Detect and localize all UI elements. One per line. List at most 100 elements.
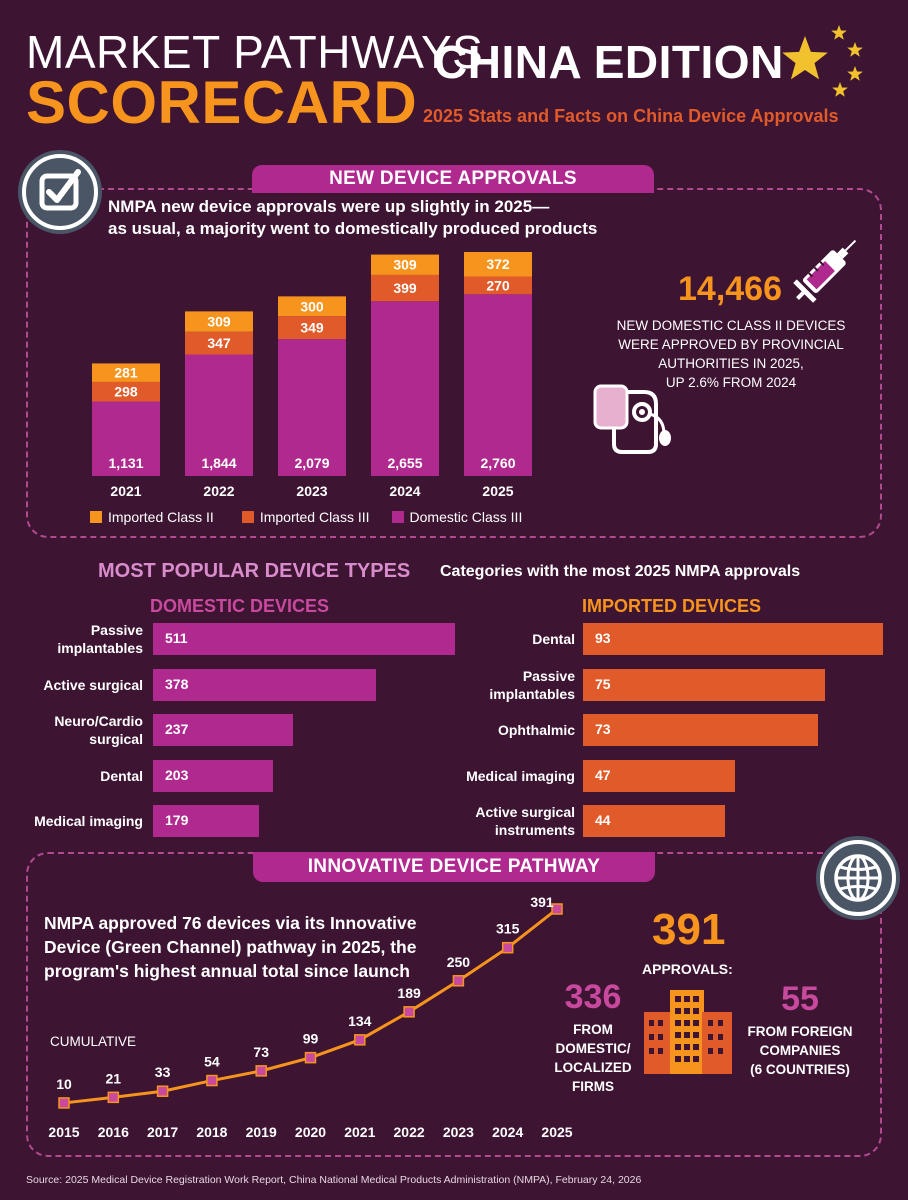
syringe-icon — [793, 239, 857, 303]
bar-label-2025-domestic-class-iii: 2,760 — [480, 455, 515, 471]
edition-title: CHINA EDITION — [434, 36, 784, 88]
bar-2025-imported-class-iii — [464, 276, 532, 295]
domestic-class-ii-description: NEW DOMESTIC CLASS II DEVICES WERE APPRO… — [606, 316, 856, 392]
domestic-class-ii-stat: 14,466 — [678, 270, 782, 308]
innovative-lead-line1: NMPA approved 76 devices via its Innovat… — [44, 913, 417, 933]
bar-2021-domestic-class-iii — [92, 401, 160, 476]
domestic-bar: 378 — [153, 668, 377, 701]
domestic-bar-value: 378 — [165, 675, 189, 692]
approvals-lead-line1: NMPA new device approvals were up slight… — [108, 197, 550, 216]
bar-label-2022-domestic-class-iii: 1,844 — [201, 455, 236, 471]
point-label-2015: 10 — [56, 1076, 72, 1092]
point-label-2021: 134 — [348, 1013, 372, 1029]
point-2018 — [206, 1074, 218, 1087]
foreign-innovative-value: 55 — [781, 980, 819, 1018]
buildings-icon — [644, 990, 732, 1074]
point-label-2023: 250 — [447, 954, 471, 970]
point-2022 — [403, 1006, 415, 1018]
foreign-desc-line1: FROM FOREIGN — [747, 1024, 853, 1039]
x-tick-2023: 2023 — [443, 1124, 474, 1140]
domestic-bar-value: 179 — [165, 812, 189, 828]
domestic-innovative-description: FROM DOMESTIC/ LOCALIZED FIRMS — [540, 1020, 646, 1096]
foreign-desc-line3: (6 COUNTRIES) — [750, 1062, 850, 1077]
domestic-category-label-line: Active surgical — [43, 676, 143, 693]
point-label-2022: 189 — [397, 985, 421, 1001]
bar-2024-domestic-class-iii — [371, 301, 439, 476]
imported-category-label: Medical imaging — [405, 767, 575, 785]
x-tick-2025: 2025 — [482, 483, 513, 499]
domestic-desc-line2: DOMESTIC/ — [555, 1041, 631, 1056]
point-2024 — [501, 941, 514, 954]
point-2023 — [452, 975, 465, 987]
bar-label-2023-imported-class-ii: 300 — [300, 298, 324, 314]
bar-label-2021-imported-class-ii: 281 — [114, 365, 138, 381]
approvals-lead-line2: as usual, a majority went to domesticall… — [108, 219, 598, 238]
x-tick-2021: 2021 — [344, 1124, 375, 1140]
china-stars-icon — [782, 25, 863, 97]
imported-bar: 73 — [583, 714, 819, 746]
imported-category-label-line: instruments — [494, 822, 575, 838]
x-tick-2022: 2022 — [394, 1124, 425, 1140]
domestic-bar-value: 237 — [165, 721, 189, 737]
bar-label-2021-domestic-class-iii: 1,131 — [108, 455, 143, 471]
stat-line3: AUTHORITIES IN 2025, — [658, 356, 804, 371]
domestic-bar-value: 203 — [165, 766, 189, 783]
bar-label-2021-imported-class-iii: 298 — [114, 384, 138, 400]
bar-2025-domestic-class-iii — [464, 294, 532, 476]
innovative-banner: INNOVATIVE DEVICE PATHWAY — [253, 852, 655, 882]
legend-imported-class-iii: Imported Class III — [259, 509, 370, 525]
stat-line4: UP 2.6% FROM 2024 — [665, 375, 797, 390]
popular-subtitle: Categories with the most 2025 NMPA appro… — [440, 563, 801, 580]
imported-category-label-line: Passive — [522, 667, 575, 684]
x-tick-2025: 2025 — [541, 1124, 572, 1140]
imported-category-label-line: Medical imaging — [466, 767, 575, 784]
domestic-desc-line4: FIRMS — [572, 1079, 614, 1094]
domestic-category-label-line: implantables — [57, 640, 143, 656]
domestic-category-label: Neuro/Cardio surgical — [0, 712, 143, 748]
imported-category-label-line: Ophthalmic — [497, 722, 575, 738]
bar-label-2022-imported-class-iii: 347 — [207, 335, 231, 351]
foreign-desc-line2: COMPANIES — [759, 1043, 841, 1058]
domestic-bar: 237 — [153, 714, 294, 746]
bar-label-2023-domestic-class-iii: 2,079 — [294, 455, 329, 471]
x-tick-2021: 2021 — [110, 483, 141, 499]
innovative-line-chart: 10 2015 21 2016 33 2017 54 2018 73 2019 99 2020 134 2… — [48, 894, 572, 1140]
checkbox-icon — [22, 154, 98, 230]
imported-bar-value: 73 — [595, 721, 611, 737]
innovative-lead-line2: Device (Green Channel) pathway in 2025, … — [44, 937, 417, 957]
bar-label-2025-imported-class-ii: 372 — [486, 256, 510, 272]
innovative-lead-line3: program's highest annual total since lau… — [44, 961, 410, 981]
globe-icon — [820, 840, 896, 916]
point-2015 — [58, 1097, 70, 1109]
domestic-category-label: Passive implantables — [0, 621, 143, 657]
legend-swatch-imported-class-iii — [241, 511, 254, 523]
popular-title: MOST POPULAR DEVICE TYPES — [98, 560, 411, 582]
legend-swatch-imported-class-ii — [90, 511, 102, 523]
innovative-total-label: APPROVALS: — [642, 961, 733, 977]
domestic-category-label: Medical imaging — [0, 812, 143, 830]
x-tick-2022: 2022 — [203, 483, 234, 499]
imported-category-label: Passive implantables — [405, 667, 575, 703]
x-tick-2024: 2024 — [492, 1124, 523, 1140]
bar-2024-imported-class-iii — [371, 274, 439, 302]
imported-bar-value: 75 — [595, 675, 611, 692]
bar-2022-imported-class-iii — [185, 331, 253, 355]
domestic-devices-header: DOMESTIC DEVICES — [150, 596, 330, 616]
cumulative-line — [63, 907, 558, 1105]
approvals-stacked-chart: 1,131 298 281 2021 1,844 347 309 2022 2,079 349 30… — [92, 252, 532, 499]
bar-label-2024-imported-class-ii: 309 — [393, 257, 417, 273]
imported-devices-header: IMPORTED DEVICES — [582, 596, 762, 616]
imported-bar: 44 — [583, 805, 725, 837]
domestic-bar: 203 — [153, 759, 273, 792]
domestic-category-label: Dental — [0, 767, 143, 785]
bar-2021-imported-class-iii — [92, 381, 160, 402]
imported-category-label-line: Dental — [532, 631, 575, 647]
x-tick-2016: 2016 — [98, 1124, 129, 1140]
point-2025 — [551, 903, 563, 915]
domestic-bars-chart: 511 Passive implantables 378 Active surgical… — [0, 0, 908, 837]
foreign-innovative-description: FROM FOREIGN COMPANIES (6 COUNTRIES) — [738, 1022, 862, 1079]
title-line1: MARKET PATHWAYS — [26, 26, 484, 78]
bar-2022-imported-class-ii — [185, 311, 253, 332]
domestic-category-label-line: Dental — [100, 767, 143, 784]
domestic-category-label-line: Medical imaging — [34, 813, 143, 829]
